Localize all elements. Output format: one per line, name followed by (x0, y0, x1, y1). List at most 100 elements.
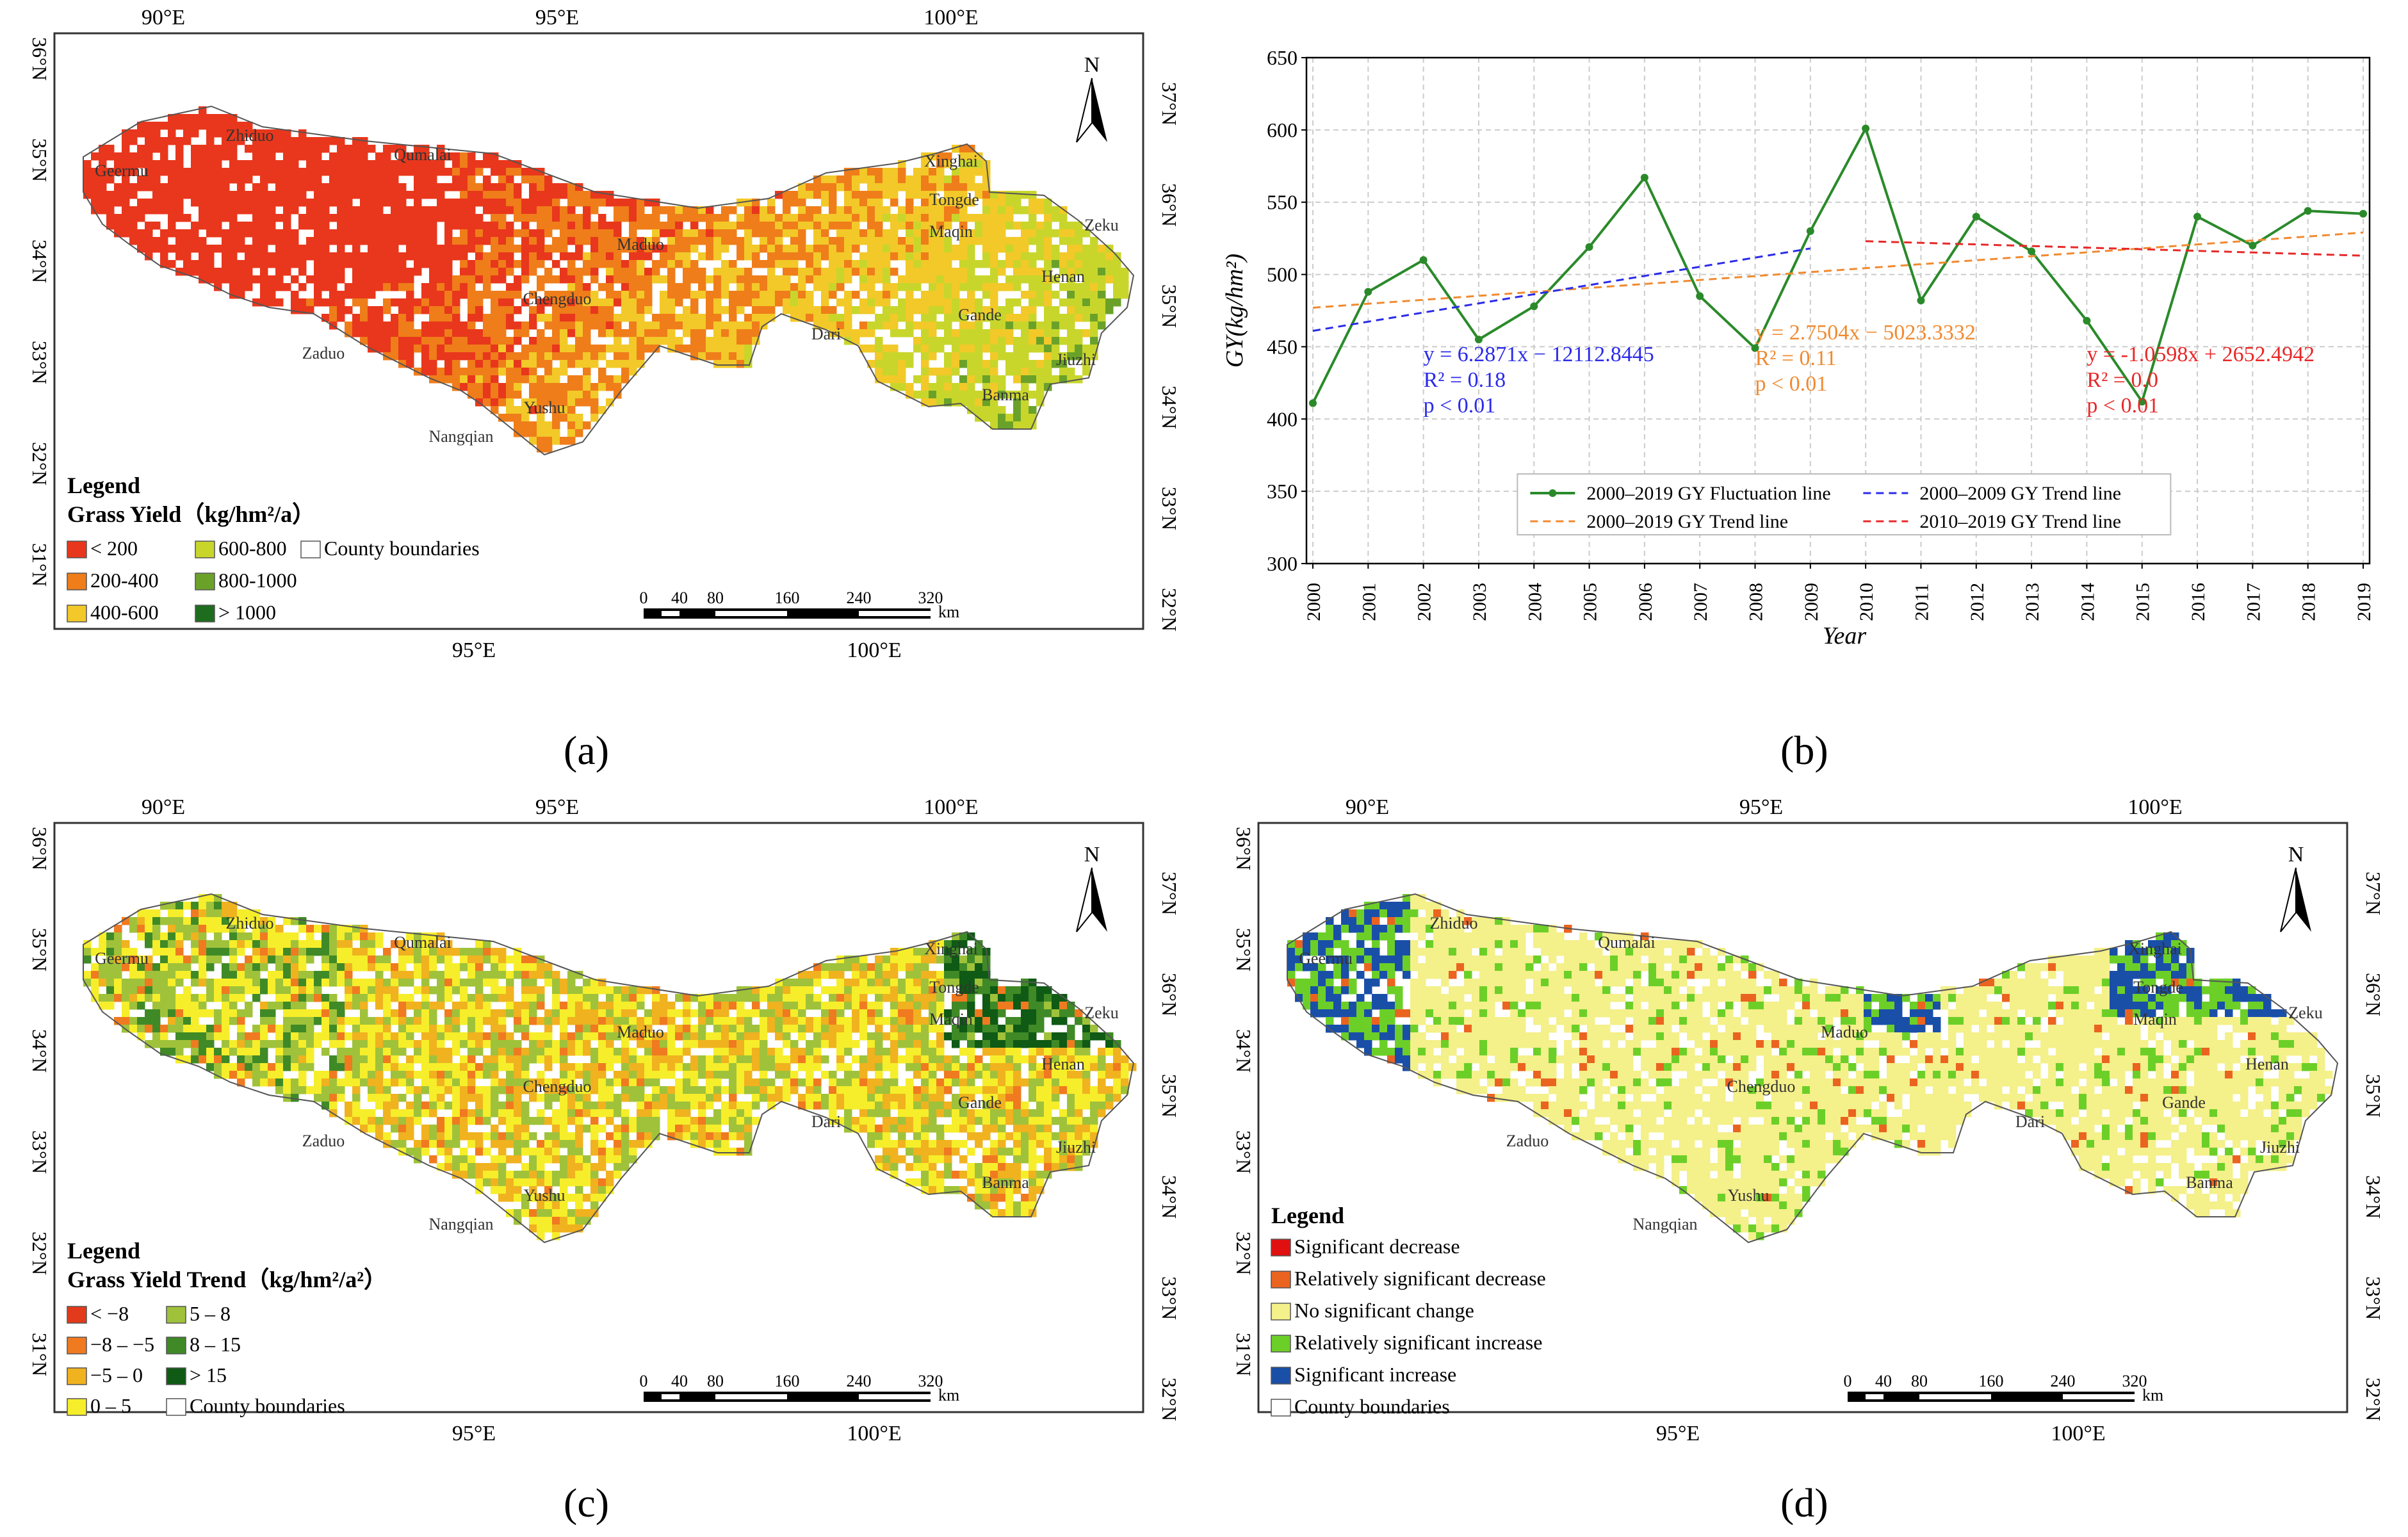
raster-cell (1044, 206, 1052, 215)
county-label: Jiuzhi (1056, 350, 1096, 369)
raster-cell (468, 321, 476, 330)
raster-cell (729, 306, 737, 314)
raster-cell (936, 245, 945, 253)
raster-cell (337, 206, 345, 215)
raster-cell (590, 994, 599, 1002)
raster-cell (437, 352, 445, 361)
raster-cell (629, 1063, 637, 1071)
raster-cell (1036, 1025, 1045, 1033)
legend-subtitle: Grass Yield（kg/hm²/a） (67, 501, 315, 527)
raster-cell (690, 345, 699, 353)
raster-cell (1082, 275, 1091, 284)
raster-cell (544, 214, 553, 222)
raster-cell (1059, 1078, 1068, 1087)
raster-cell (437, 260, 445, 268)
raster-cell (521, 321, 530, 330)
raster-cell (1113, 1048, 1121, 1056)
legend-item-label: 400-600 (90, 601, 159, 624)
raster-cell (775, 260, 783, 268)
raster-cell (291, 994, 299, 1002)
raster-cell (952, 971, 960, 979)
raster-cell (483, 375, 491, 384)
raster-cell (590, 406, 599, 414)
raster-cell (913, 168, 922, 176)
raster-cell (521, 1048, 530, 1056)
raster-cell (1082, 229, 1091, 238)
raster-cell (859, 268, 868, 276)
raster-cell (959, 1032, 968, 1041)
raster-cell (491, 291, 499, 299)
raster-cell (1090, 306, 1098, 314)
raster-cell (982, 1071, 991, 1079)
raster-cell (744, 1017, 752, 1025)
raster-cell (1052, 306, 1060, 314)
raster-cell (760, 1040, 768, 1048)
raster-cell (667, 1017, 676, 1025)
raster-cell (875, 191, 883, 199)
raster-cell (760, 1078, 768, 1087)
raster-cell (552, 406, 560, 414)
raster-cell (1052, 206, 1060, 215)
raster-cell (552, 337, 560, 345)
raster-cell (406, 237, 414, 245)
raster-cell (306, 145, 314, 153)
raster-cell (506, 391, 514, 399)
raster-cell (998, 1048, 1006, 1056)
raster-cell (291, 1032, 299, 1041)
raster-cell (944, 152, 952, 161)
raster-cell (690, 237, 699, 245)
raster-cell (260, 191, 268, 199)
raster-cell (990, 352, 998, 361)
raster-cell (867, 306, 875, 314)
raster-cell (452, 237, 460, 245)
raster-cell (852, 260, 860, 268)
raster-cell (291, 260, 299, 268)
raster-cell (706, 229, 714, 238)
raster-cell (975, 345, 983, 353)
raster-cell (1029, 1025, 1037, 1033)
raster-cell (959, 145, 968, 153)
raster-cell (391, 963, 399, 972)
raster-cell (875, 956, 883, 964)
raster-cell (1082, 1063, 1091, 1071)
raster-cell (1013, 314, 1021, 322)
raster-cell (1013, 375, 1021, 384)
raster-cell (544, 360, 553, 368)
raster-cell (145, 932, 153, 941)
raster-cell (921, 1032, 929, 1041)
raster-cell (252, 979, 261, 987)
raster-cell (675, 1063, 683, 1071)
raster-cell (375, 229, 384, 238)
raster-cell (606, 1086, 614, 1094)
raster-cell (990, 337, 998, 345)
x-tick-label: 2010 (1856, 583, 1877, 621)
raster-cell (175, 971, 184, 979)
raster-cell (959, 245, 968, 253)
raster-cell (421, 283, 430, 291)
raster-cell (729, 291, 737, 299)
raster-cell (952, 168, 960, 176)
raster-cell (352, 237, 361, 245)
raster-cell (168, 986, 176, 995)
raster-cell (337, 137, 345, 145)
raster-cell (129, 222, 138, 230)
raster-cell (145, 1009, 153, 1018)
raster-cell (529, 406, 537, 414)
raster-cell (368, 1055, 376, 1064)
raster-cell (798, 1063, 806, 1071)
raster-cell (383, 963, 391, 972)
raster-cell (783, 268, 791, 276)
raster-cell (529, 345, 537, 353)
raster-cell (944, 237, 952, 245)
raster-cell (444, 375, 453, 384)
raster-cell (214, 245, 222, 253)
raster-cell (421, 1086, 430, 1094)
raster-cell (1013, 191, 1021, 199)
raster-cell (314, 260, 322, 268)
raster-cell (391, 337, 399, 345)
raster-cell (398, 963, 407, 972)
raster-cell (798, 237, 806, 245)
raster-cell (783, 206, 791, 215)
raster-cell (982, 963, 991, 972)
raster-cell (836, 183, 845, 191)
